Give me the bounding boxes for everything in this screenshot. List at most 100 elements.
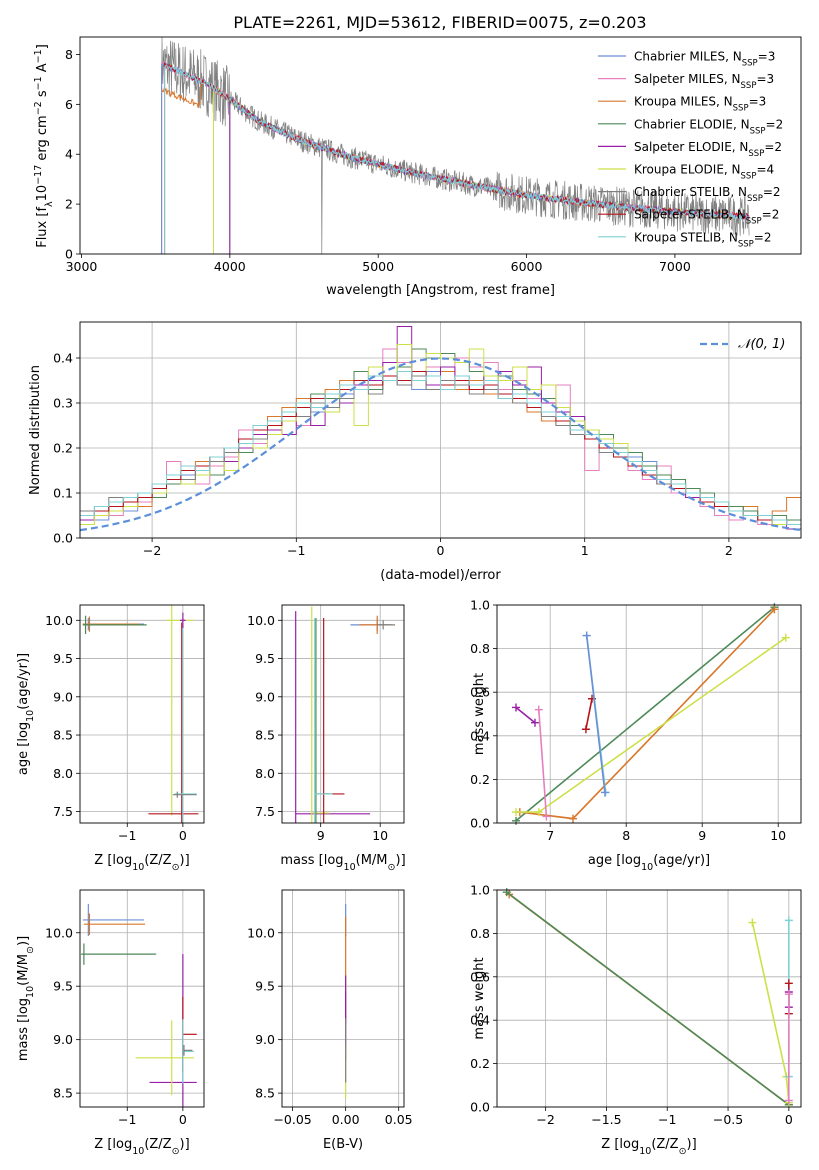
legend-label: 𝒩(0, 1)	[738, 337, 785, 352]
error-bars	[295, 606, 396, 823]
y-axis: 0.0 0.2 0.4 0.6 0.8 1.0	[470, 883, 801, 1115]
weight-line	[515, 706, 536, 724]
y-tick-label: 1.0	[470, 883, 490, 898]
x-axis: −2 −1.5 −1 −0.5 0	[536, 890, 793, 1127]
weight-marker	[770, 605, 779, 614]
y-tick-label: 9.5	[255, 651, 275, 666]
legend-label: Kroupa STELIB, NSSP=2	[634, 230, 772, 249]
model-spectrum-kroupa-stelib	[164, 64, 749, 254]
x-tick-label: −2	[536, 1112, 554, 1127]
y-axis-label: Flux [fλ10−17 erg cm−2 s−1 A−1]	[33, 44, 55, 248]
x-axis: −1 0	[118, 605, 187, 843]
y-axis: 0.0 0.1 0.2 0.3 0.4	[53, 351, 801, 546]
y-axis: 7.5 8.0 8.5 9.0 9.5 10.0	[45, 613, 204, 819]
x-tick-label: 0.00	[332, 1112, 360, 1127]
residual-histogram-panel: −2 −1 0 1 2 0.0 0.1 0.2 0.3 0.4 𝒩(0, 1) (data-model…	[28, 321, 802, 583]
age-weight-panel: 7 8 9 10 0.0 0.2 0.4 0.6 0.8 1.0 age [log10(age/yr…	[470, 598, 802, 873]
weight-marker	[784, 979, 793, 988]
y-axis-label: Normed distribution	[28, 365, 43, 495]
mass-age-panel: 9 10 7.5 8.0 8.5 9.0 9.5 10.0 mass [log10(M/M⊙)]	[247, 604, 406, 873]
model-spectrum-salpeter-stelib	[164, 61, 749, 254]
x-tick-label: −1	[287, 543, 305, 558]
x-tick-label: 5000	[362, 259, 394, 274]
weight-marker	[781, 633, 790, 642]
legend-label: Kroupa ELODIE, NSSP=4	[634, 163, 774, 182]
y-axis: 8.5 9.0 9.5 10.0	[45, 925, 204, 1101]
legend-label: Chabrier MILES, NSSP=3	[634, 50, 775, 69]
x-axis-label: (data-model)/error	[380, 568, 501, 583]
weight-marker	[542, 812, 551, 821]
x-axis-label: wavelength [Angstrom, rest frame]	[326, 283, 555, 298]
y-tick-label: 9.0	[53, 1032, 73, 1047]
weight-line	[519, 608, 775, 820]
y-tick-label: 0.1	[53, 486, 73, 501]
y-tick-label: 8.5	[53, 728, 73, 743]
y-tick-label: 0.2	[53, 441, 73, 456]
y-tick-label: 7.5	[255, 804, 275, 819]
x-axis-label: Z [log10(Z/Z⊙)]	[94, 1137, 189, 1157]
x-tick-label: 6000	[511, 259, 543, 274]
y-tick-label: 2	[65, 197, 73, 212]
y-axis-label: mass weight	[472, 673, 487, 755]
model-spectrum-chabrier-miles	[161, 63, 750, 254]
z-age-panel: −1 0 7.5 8.0 8.5 9.0 9.5 10.0 Z [log10(Z/Z⊙)] age…	[16, 604, 205, 873]
weight-marker	[600, 788, 609, 797]
x-tick-label: 9	[698, 828, 706, 843]
spectrum-panel: 3000 4000 5000 6000 7000 0 2 4 6 8 Chabrier MILES,…	[33, 36, 802, 298]
weight-marker	[512, 808, 520, 817]
z-mass-panel: −1 0 8.5 9.0 9.5 10.0 Z [log10(Z/Z⊙)] mass [log…	[16, 889, 205, 1157]
x-axis: −2 −1 0 1 2	[143, 322, 733, 558]
weight-marker	[534, 808, 543, 817]
legend-label: Kroupa MILES, NSSP=3	[634, 95, 766, 114]
x-tick-label: 1	[581, 543, 589, 558]
axes-frame	[496, 604, 802, 824]
x-tick-label: −0.5	[713, 1112, 743, 1127]
x-axis: −0.05 0.00 0.05	[273, 890, 413, 1127]
x-tick-label: 3000	[66, 259, 98, 274]
x-tick-label: 7000	[659, 259, 691, 274]
weight-marker	[581, 725, 590, 734]
y-tick-label: 0	[65, 247, 73, 262]
y-tick-label: 9.0	[255, 1032, 275, 1047]
y-tick-label: 8.5	[255, 1086, 275, 1101]
y-tick-label: 7.5	[53, 804, 73, 819]
weight-lines	[512, 603, 790, 825]
x-axis-label: Z [log10(Z/Z⊙)]	[94, 853, 189, 873]
y-tick-label: 10.0	[247, 613, 275, 628]
spectrum-lines	[161, 37, 750, 254]
weight-lines	[502, 888, 793, 1109]
axes-frame	[281, 604, 405, 824]
y-tick-label: 9.5	[53, 651, 73, 666]
x-tick-label: 0	[179, 828, 187, 843]
legend-label: Chabrier ELODIE, NSSP=2	[634, 117, 783, 136]
y-tick-label: 0.2	[470, 1056, 490, 1071]
x-tick-label: −1.5	[591, 1112, 621, 1127]
y-tick-label: 0.8	[470, 926, 490, 941]
x-tick-label: 10	[770, 828, 786, 843]
y-tick-label: 10.0	[45, 925, 73, 940]
legend-label: Chabrier STELIB, NSSP=2	[634, 185, 781, 204]
x-tick-label: −1	[118, 1112, 136, 1127]
x-tick-label: −2	[143, 543, 161, 558]
y-tick-label: 8.5	[53, 1086, 73, 1101]
x-axis-label: mass [log10(M/M⊙)]	[280, 853, 405, 873]
axes-frame	[281, 889, 405, 1108]
axes-frame	[79, 889, 205, 1108]
y-tick-label: 9.5	[53, 979, 73, 994]
legend: Chabrier MILES, NSSP=3 Salpeter MILES, NS…	[598, 50, 783, 249]
axes-frame	[79, 36, 802, 255]
y-tick-label: 0.4	[53, 351, 73, 366]
x-tick-label: 0	[785, 1112, 793, 1127]
normal-curve	[80, 357, 801, 532]
x-axis: −1 0	[118, 890, 187, 1127]
y-tick-label: 0.3	[53, 396, 73, 411]
legend-label: Salpeter MILES, NSSP=3	[634, 72, 774, 91]
x-axis-label: Z [log10(Z/Z⊙)]	[601, 1137, 696, 1157]
x-tick-label: 4000	[214, 259, 246, 274]
y-tick-label: 8	[65, 47, 73, 62]
x-tick-label: 10	[372, 828, 388, 843]
y-axis: 8.5 9.0 9.5 10.0	[247, 925, 404, 1101]
y-tick-label: 0.0	[53, 531, 73, 546]
y-tick-label: 0.4	[470, 728, 490, 743]
